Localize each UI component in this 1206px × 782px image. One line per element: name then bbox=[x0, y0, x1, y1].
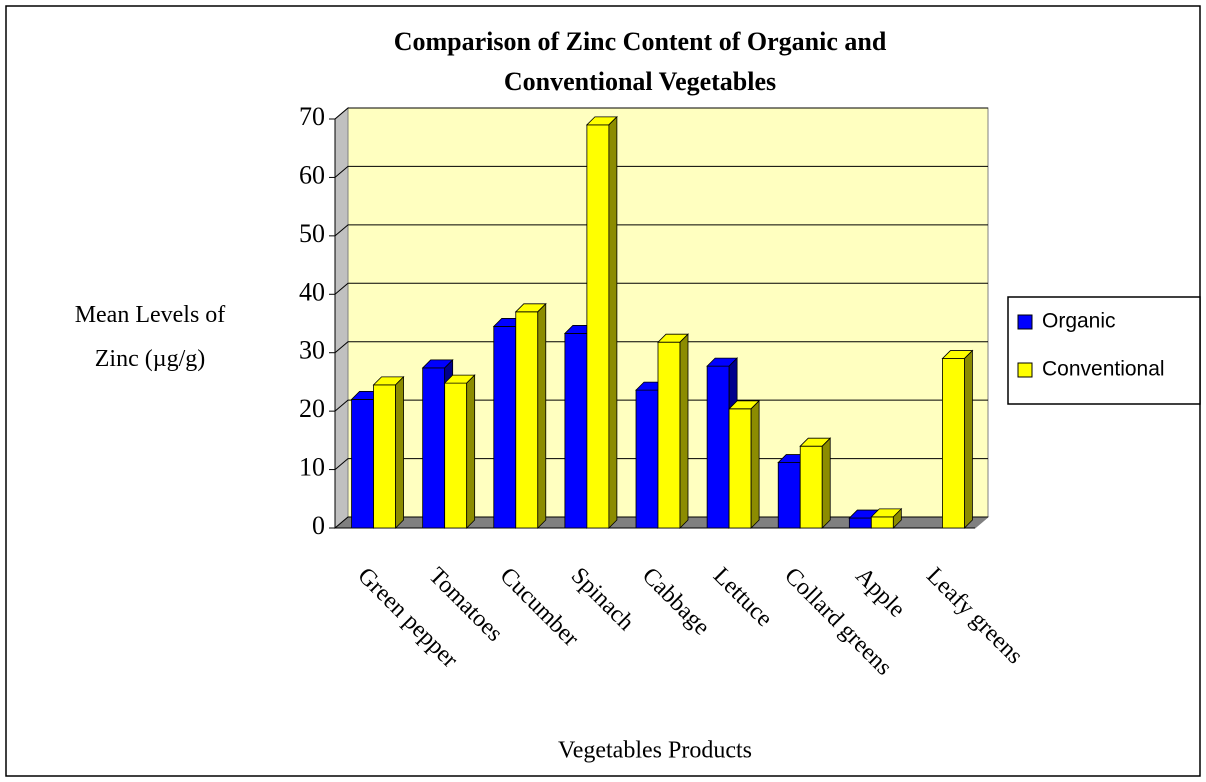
bar-side bbox=[892, 507, 902, 529]
bar-front bbox=[870, 516, 894, 529]
bar-side bbox=[395, 375, 404, 529]
y-tick-label: 20 bbox=[299, 394, 325, 423]
bar bbox=[728, 399, 761, 529]
y-label-part: Zinc (µg/g) bbox=[95, 346, 205, 372]
bar bbox=[941, 349, 974, 529]
bar bbox=[585, 115, 618, 529]
side-wall bbox=[334, 106, 349, 530]
legend-swatch bbox=[1017, 362, 1033, 378]
y-tick-label: 40 bbox=[299, 277, 325, 306]
grid-line bbox=[334, 341, 988, 354]
bar-front bbox=[848, 517, 872, 529]
bar-front bbox=[706, 365, 730, 529]
bar-side bbox=[608, 115, 618, 529]
chart-title-line-1: Comparison of Zinc Content of Organic an… bbox=[394, 27, 887, 96]
grid-line bbox=[334, 165, 988, 178]
bar-front bbox=[586, 124, 610, 529]
grid-line bbox=[334, 458, 988, 470]
bar bbox=[870, 507, 903, 529]
title-part: Comparison of Zinc Content of Organic an… bbox=[394, 27, 887, 56]
legend-label: Conventional bbox=[1042, 358, 1165, 381]
bar bbox=[443, 374, 476, 529]
bar bbox=[657, 333, 689, 529]
bar-front bbox=[444, 382, 468, 529]
bar-side bbox=[964, 349, 973, 529]
bar-front bbox=[373, 384, 396, 529]
grid-line bbox=[334, 399, 988, 412]
y-tick-label: 30 bbox=[299, 336, 325, 365]
legend-label: Organic bbox=[1042, 310, 1116, 333]
bar-front bbox=[515, 311, 539, 529]
grid-line bbox=[334, 516, 988, 529]
bar-side bbox=[537, 302, 547, 529]
y-tick-label: 50 bbox=[299, 219, 325, 248]
y-axis-label: Mean Levels of Zinc (µg/g) bbox=[75, 302, 226, 372]
y-tick-label: 60 bbox=[299, 160, 325, 189]
bar-front bbox=[942, 358, 965, 529]
bar-front bbox=[351, 399, 374, 529]
bar-side bbox=[750, 399, 760, 529]
grid-line bbox=[334, 282, 988, 295]
y-tick-label: 10 bbox=[299, 453, 325, 482]
bar-front bbox=[777, 462, 801, 529]
bar bbox=[514, 302, 547, 529]
bar-side bbox=[821, 437, 831, 529]
x-axis-label: Vegetables Products bbox=[558, 738, 752, 764]
y-label-part: Mean Levels of bbox=[75, 302, 226, 328]
bar bbox=[372, 375, 405, 529]
bar-front bbox=[564, 333, 588, 529]
bar-side bbox=[466, 374, 476, 529]
bar-front bbox=[422, 367, 446, 529]
y-tick-label: 70 bbox=[299, 102, 325, 131]
y-tick-label: 0 bbox=[312, 511, 325, 540]
bar-front bbox=[493, 326, 517, 529]
grid-line bbox=[334, 107, 988, 120]
bar-side bbox=[679, 333, 689, 529]
bar-front bbox=[728, 408, 752, 529]
title-part: Conventional Vegetables bbox=[504, 67, 776, 96]
bar-front bbox=[635, 389, 659, 529]
legend-box bbox=[1007, 296, 1201, 405]
grid-line bbox=[334, 224, 988, 237]
bar-front bbox=[799, 445, 823, 529]
bar-front bbox=[657, 341, 681, 529]
bar bbox=[799, 437, 832, 529]
legend-swatch bbox=[1017, 314, 1033, 330]
